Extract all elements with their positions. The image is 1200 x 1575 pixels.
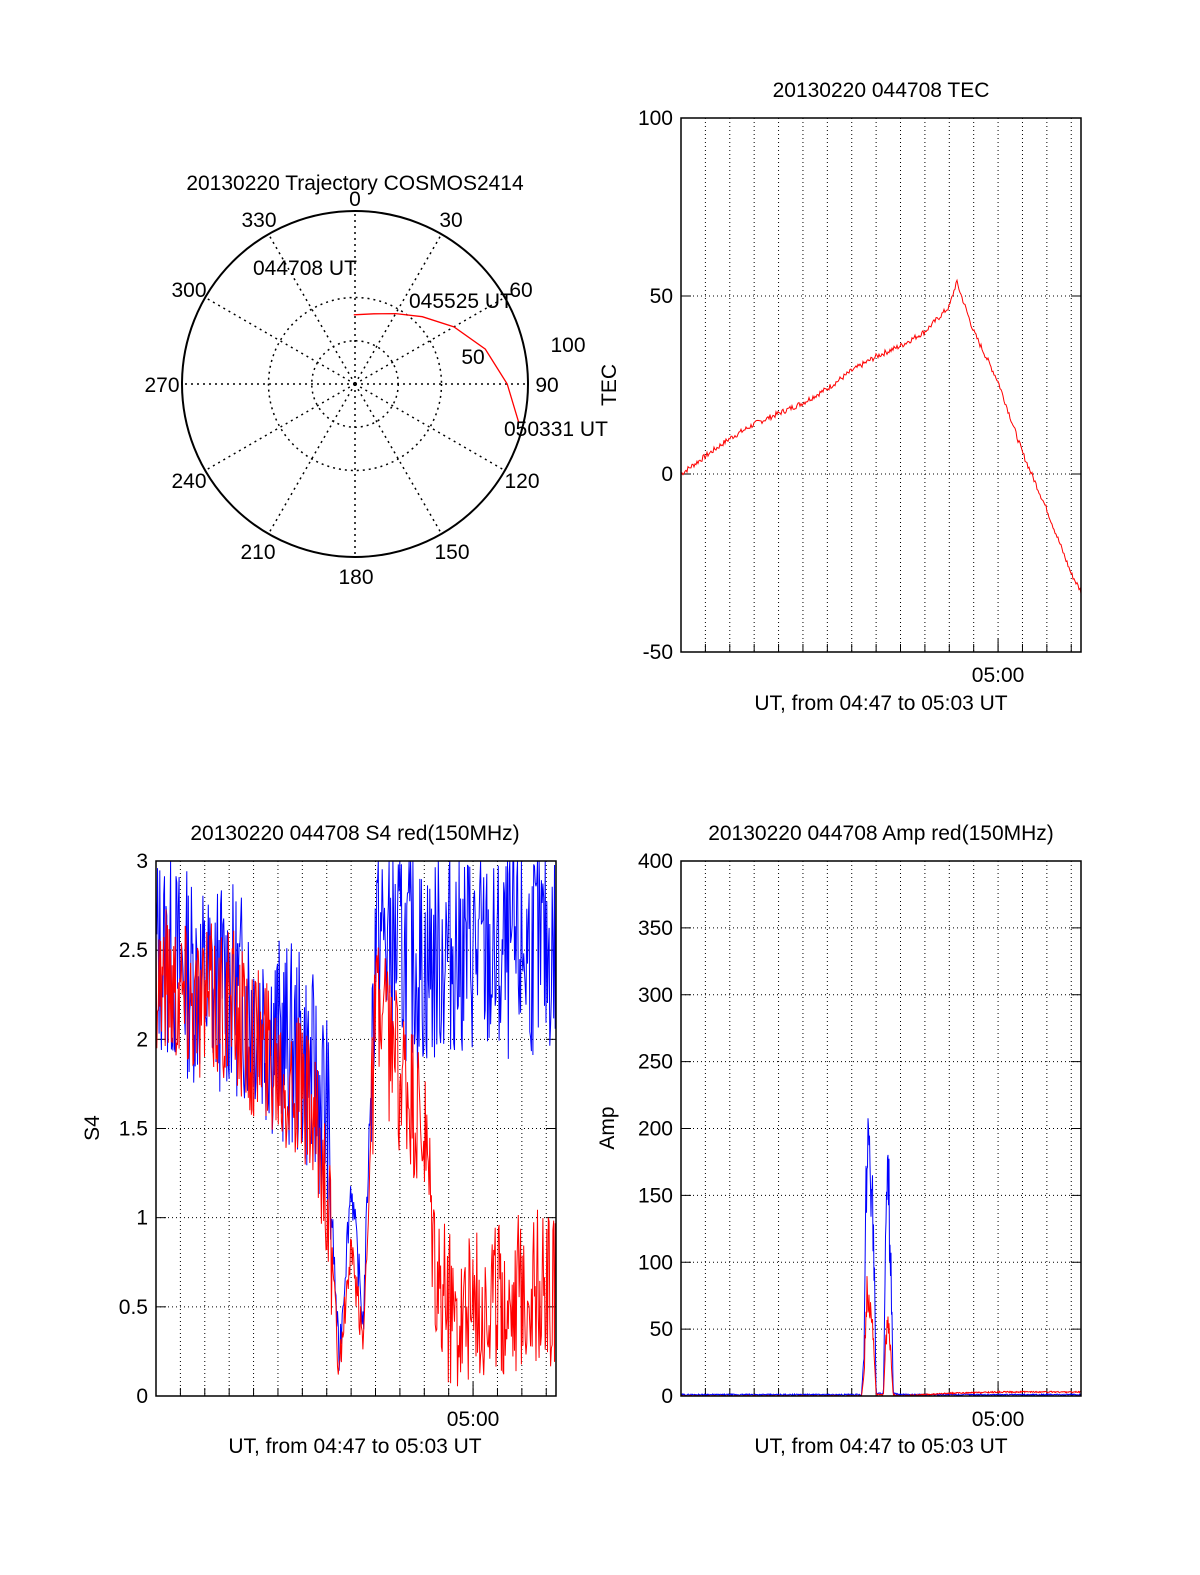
az-label-240: 240 — [171, 470, 206, 493]
az-label-60: 60 — [509, 279, 532, 302]
s4-y-axis-label: S4 — [81, 1115, 104, 1141]
ring-label-100: 100 — [550, 334, 585, 357]
amp-y-tick-label: 150 — [638, 1184, 673, 1207]
az-label-90: 90 — [535, 374, 558, 397]
amp-tick-labels: 0 50 100 150 200 250 300 350 400 05:00 — [638, 850, 1024, 1431]
amp-title: 20130220 044708 Amp red(150MHz) — [708, 822, 1054, 845]
az-label-30: 30 — [439, 209, 462, 232]
s4-y-tick-label: 3 — [136, 850, 148, 873]
polar-trajectory-chart: 20130220 Trajectory COSMOS2414 0 30 60 9… — [144, 172, 608, 589]
tec-y-tick-label: 100 — [638, 107, 673, 130]
s4-y-tick-label: 2.5 — [119, 939, 148, 962]
az-label-210: 210 — [240, 541, 275, 564]
polar-spoke — [354, 233, 443, 385]
s4-y-tick-label: 1.5 — [119, 1118, 148, 1141]
polar-dotted-ring — [267, 296, 443, 472]
s4-series-blue — [156, 861, 556, 1371]
s4-series-red — [156, 909, 556, 1387]
amp-y-tick-label: 100 — [638, 1251, 673, 1274]
az-label-180: 180 — [338, 566, 373, 589]
amp-y-tick-label: 250 — [638, 1051, 673, 1074]
tec-x-tick-label: 05:00 — [972, 664, 1025, 687]
amp-y-tick-label: 50 — [650, 1318, 673, 1341]
amp-y-tick-label: 350 — [638, 917, 673, 940]
az-label-150: 150 — [434, 541, 469, 564]
az-label-300: 300 — [171, 279, 206, 302]
az-label-0: 0 — [349, 188, 361, 211]
amp-y-tick-label: 0 — [661, 1385, 673, 1408]
s4-title: 20130220 044708 S4 red(150MHz) — [190, 822, 519, 845]
tec-y-axis-label: TEC — [598, 364, 621, 406]
polar-spoke — [204, 383, 356, 472]
s4-plot-frame — [155, 860, 557, 1397]
s4-series — [156, 861, 556, 1387]
polar-title: 20130220 Trajectory COSMOS2414 — [186, 172, 524, 195]
polar-annotations: 044708 UT 045525 UT 050331 UT — [253, 257, 608, 441]
s4-x-axis-label: UT, from 04:47 to 05:03 UT — [228, 1435, 481, 1458]
tec-chart: 20130220 044708 TEC -50 0 50 100 05:00 TEC U… — [598, 79, 1082, 715]
az-label-330: 330 — [241, 209, 276, 232]
amp-y-tick-label: 400 — [638, 850, 673, 873]
s4-x-tick-label: 05:00 — [447, 1408, 500, 1431]
tec-title: 20130220 044708 TEC — [773, 79, 990, 102]
polar-azimuth-labels: 0 30 60 90 120 150 180 210 240 270 300 3… — [144, 188, 585, 589]
tec-y-tick-label: 50 — [650, 285, 673, 308]
tec-y-tick-label: 0 — [661, 463, 673, 486]
amp-y-axis-label: Amp — [596, 1106, 619, 1149]
polar-spoke — [204, 296, 356, 385]
polar-spoke — [267, 233, 356, 385]
polar-outer-ring — [181, 210, 529, 558]
polar-series — [353, 312, 520, 422]
amp-series-blue — [681, 1118, 1081, 1396]
amp-grid — [681, 860, 1081, 1397]
az-label-270: 270 — [144, 374, 179, 397]
annotation-end-time: 050331 UT — [504, 418, 608, 441]
tec-x-axis-label: UT, from 04:47 to 05:03 UT — [754, 692, 1007, 715]
polar-spoke — [267, 383, 356, 535]
s4-y-tick-label: 0.5 — [119, 1296, 148, 1319]
amp-series — [681, 1118, 1081, 1396]
polar-spoke — [354, 383, 443, 535]
amp-plot-frame — [680, 860, 1082, 1397]
amp-y-tick-label: 200 — [638, 1118, 673, 1141]
annotation-mid-time: 045525 UT — [409, 290, 513, 313]
polar-spoke — [354, 383, 506, 472]
s4-y-tick-label: 2 — [136, 1028, 148, 1051]
tec-tick-labels: -50 0 50 100 05:00 — [638, 107, 1024, 687]
az-label-120: 120 — [504, 470, 539, 493]
amp-x-axis-label: UT, from 04:47 to 05:03 UT — [754, 1435, 1007, 1458]
polar-trajectory-line — [353, 312, 520, 422]
s4-y-tick-label: 0 — [136, 1385, 148, 1408]
s4-chart: 20130220 044708 S4 red(150MHz) 0 0.5 1 1.5 2… — [81, 822, 557, 1458]
tec-plot-frame — [680, 117, 1082, 653]
tec-grid — [681, 117, 1081, 653]
amp-y-tick-label: 300 — [638, 984, 673, 1007]
s4-y-tick-label: 1 — [136, 1207, 148, 1230]
polar-grid — [181, 210, 529, 558]
tec-y-tick-label: -50 — [643, 641, 673, 664]
amp-series-red — [681, 1276, 1081, 1396]
s4-tick-labels: 0 0.5 1 1.5 2 2.5 3 05:00 — [119, 850, 500, 1431]
tec-series-red — [681, 278, 1081, 594]
amp-x-tick-label: 05:00 — [972, 1408, 1025, 1431]
polar-spoke — [354, 296, 506, 385]
tec-series — [681, 278, 1081, 594]
annotation-start-time: 044708 UT — [253, 257, 357, 280]
ring-label-50: 50 — [461, 346, 484, 369]
amp-chart: 20130220 044708 Amp red(150MHz) 0 50 100 15… — [596, 822, 1082, 1458]
